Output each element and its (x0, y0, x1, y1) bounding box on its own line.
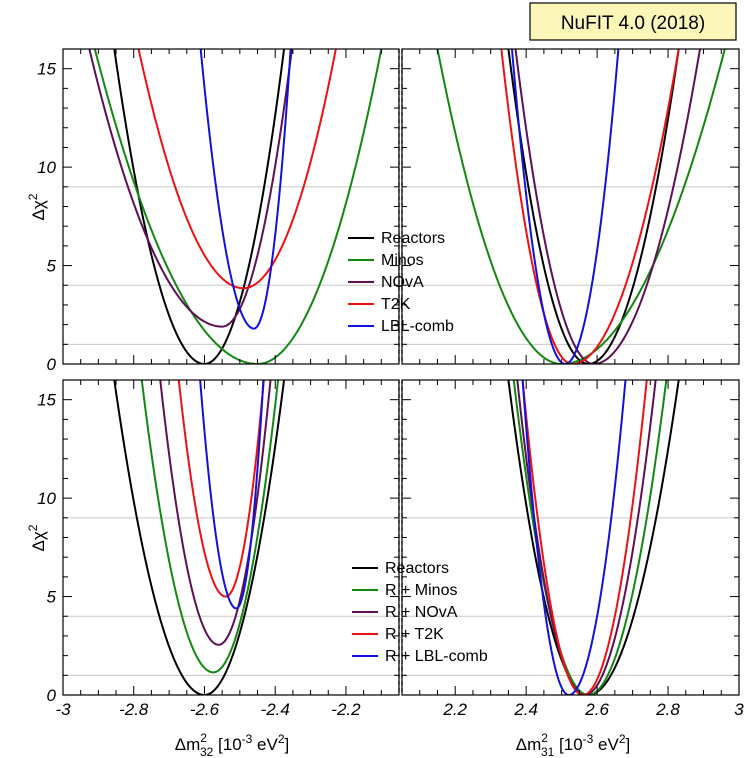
y-axis-label-top: Δχ2 (26, 193, 48, 220)
x-tick-label: -2.4 (261, 700, 290, 719)
curve-reactors-right (507, 49, 680, 364)
curve-reactors-left (113, 380, 286, 695)
x-tick-label: -2.8 (119, 700, 149, 719)
x-tick-label: 3 (734, 700, 744, 719)
curve-lbl-comb-right (510, 49, 620, 364)
panel-frame (401, 48, 740, 365)
panel-bottom: -3 -2.8 -2.6 -2.4 -2.2 2.2 2.4 2.6 2.8 3 0 5 10 15 Rea… (37, 379, 744, 719)
curve-t2k-right (521, 380, 648, 695)
y-tick-label: 5 (47, 257, 57, 276)
y-tick-label: 10 (37, 489, 56, 508)
y-tick-label: 0 (47, 355, 57, 374)
x-tick-label: -3 (55, 700, 71, 719)
legend-label: R + T2K (385, 626, 444, 643)
x-tick-label: 2.6 (584, 700, 609, 719)
legend-label: Reactors (381, 230, 445, 247)
curve-lbl-comb-left (199, 380, 265, 610)
x-axis-label-left: Δm2 32 [10-3 eV2] (175, 731, 290, 758)
curve-minos-left (93, 49, 383, 364)
panel-frame (62, 379, 400, 696)
y-axis-label-bottom: Δχ2 (26, 524, 48, 551)
x-tick-label: 2.8 (655, 700, 680, 719)
curve-nova-left (88, 49, 293, 328)
x-tick-label: 2.2 (442, 700, 467, 719)
x-tick-label: 2.4 (513, 700, 538, 719)
legend-label: NOvA (381, 274, 424, 291)
y-tick-label: 15 (37, 60, 56, 79)
y-tick-label: 10 (37, 158, 56, 177)
legend-label: R + Minos (385, 582, 457, 599)
legend-label: Minos (381, 252, 424, 269)
curve-reactors-right (507, 380, 680, 695)
curve-t2k-right (500, 49, 680, 364)
curve-nova-right (516, 380, 657, 695)
curve-minos-left (140, 380, 280, 674)
legend-label: Reactors (385, 560, 449, 577)
curve-nova-right (514, 49, 701, 364)
x-tick-label: -2.2 (331, 700, 361, 719)
title-box: NuFIT 4.0 (2018) (529, 2, 737, 41)
panel-top: 0 5 10 15 Reactors Minos NOvA T2K LBL-comb (37, 48, 740, 374)
title-label: NuFIT 4.0 (2018) (561, 13, 705, 34)
curve-lbl-comb-left (199, 49, 292, 330)
x-axis-label-right: Δm2 31 [10-3 eV2] (516, 731, 631, 758)
y-tick-label: 0 (47, 686, 57, 705)
curve-minos-right (436, 49, 726, 364)
legend-label: LBL-comb (381, 318, 454, 335)
plot-area: 0 5 10 15 Reactors Minos NOvA T2K LBL-comb -3 -2.8… (37, 48, 744, 719)
legend-label: T2K (381, 296, 411, 313)
legend-label: R + LBL-comb (385, 648, 488, 665)
curve-t2k-left (137, 49, 337, 290)
y-tick-label: 5 (47, 588, 57, 607)
curve-t2k-left (177, 380, 265, 598)
y-tick-label: 15 (37, 391, 56, 410)
panel-frame (62, 48, 400, 365)
legend-label: R + NOvA (385, 604, 458, 621)
curve-reactors-left (113, 49, 286, 364)
curve-lbl-comb-right (521, 380, 627, 695)
x-tick-label: -2.6 (190, 700, 220, 719)
